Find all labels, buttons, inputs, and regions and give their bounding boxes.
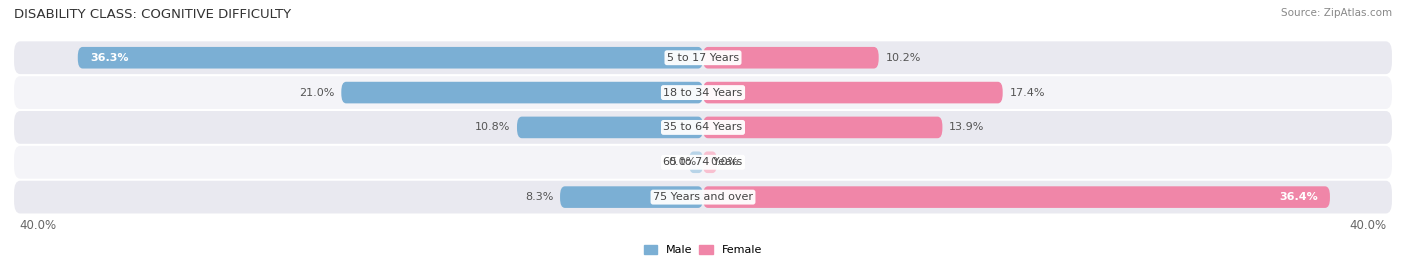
FancyBboxPatch shape (703, 186, 1330, 208)
FancyBboxPatch shape (703, 117, 942, 138)
FancyBboxPatch shape (342, 82, 703, 103)
Text: 13.9%: 13.9% (949, 122, 984, 132)
Text: DISABILITY CLASS: COGNITIVE DIFFICULTY: DISABILITY CLASS: COGNITIVE DIFFICULTY (14, 8, 291, 21)
Text: 0.0%: 0.0% (710, 157, 738, 167)
Text: 40.0%: 40.0% (1350, 219, 1386, 232)
FancyBboxPatch shape (14, 76, 1392, 109)
FancyBboxPatch shape (14, 181, 1392, 214)
Text: 0.0%: 0.0% (668, 157, 696, 167)
Text: 65 to 74 Years: 65 to 74 Years (664, 157, 742, 167)
Legend: Male, Female: Male, Female (640, 240, 766, 260)
FancyBboxPatch shape (517, 117, 703, 138)
Text: 8.3%: 8.3% (524, 192, 553, 202)
Text: 18 to 34 Years: 18 to 34 Years (664, 88, 742, 98)
Text: 36.3%: 36.3% (90, 53, 128, 63)
Text: 5 to 17 Years: 5 to 17 Years (666, 53, 740, 63)
FancyBboxPatch shape (77, 47, 703, 69)
FancyBboxPatch shape (703, 47, 879, 69)
Text: Source: ZipAtlas.com: Source: ZipAtlas.com (1281, 8, 1392, 18)
Text: 21.0%: 21.0% (299, 88, 335, 98)
Text: 10.2%: 10.2% (886, 53, 921, 63)
FancyBboxPatch shape (14, 146, 1392, 179)
FancyBboxPatch shape (703, 82, 1002, 103)
FancyBboxPatch shape (703, 151, 717, 173)
FancyBboxPatch shape (560, 186, 703, 208)
FancyBboxPatch shape (14, 111, 1392, 144)
Text: 36.4%: 36.4% (1279, 192, 1317, 202)
FancyBboxPatch shape (14, 41, 1392, 74)
Text: 75 Years and over: 75 Years and over (652, 192, 754, 202)
Text: 35 to 64 Years: 35 to 64 Years (664, 122, 742, 132)
Text: 10.8%: 10.8% (475, 122, 510, 132)
FancyBboxPatch shape (689, 151, 703, 173)
Text: 40.0%: 40.0% (20, 219, 56, 232)
Text: 17.4%: 17.4% (1010, 88, 1045, 98)
